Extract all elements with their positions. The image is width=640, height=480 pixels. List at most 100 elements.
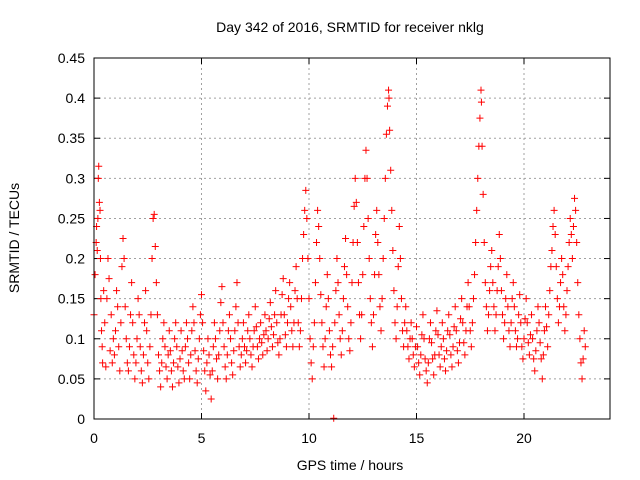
data-point xyxy=(213,355,221,363)
data-point xyxy=(182,319,190,327)
data-point xyxy=(191,347,199,355)
data-point xyxy=(163,375,171,383)
data-point xyxy=(263,347,271,355)
data-point xyxy=(146,343,154,351)
data-point xyxy=(122,335,130,343)
data-point xyxy=(243,347,251,355)
data-point xyxy=(425,335,433,343)
data-point xyxy=(495,230,503,238)
data-point xyxy=(426,319,434,327)
data-point xyxy=(309,343,317,351)
data-point xyxy=(360,222,368,230)
data-point xyxy=(250,327,258,335)
data-point xyxy=(216,327,224,335)
data-point xyxy=(435,351,443,359)
data-point xyxy=(267,323,275,331)
data-point xyxy=(385,86,393,94)
data-point xyxy=(158,359,166,367)
data-point xyxy=(214,375,222,383)
data-point xyxy=(566,214,574,222)
data-point xyxy=(528,311,536,319)
data-point xyxy=(511,327,519,335)
data-point xyxy=(479,190,487,198)
data-point xyxy=(91,271,99,279)
data-point xyxy=(460,339,468,347)
data-point xyxy=(206,371,214,379)
data-point xyxy=(95,162,103,170)
data-point xyxy=(221,363,229,371)
data-point xyxy=(377,327,385,335)
data-point xyxy=(325,327,333,335)
data-point xyxy=(265,315,273,323)
data-point xyxy=(159,335,167,343)
data-point xyxy=(272,287,280,295)
data-point xyxy=(576,335,584,343)
chart-title: Day 342 of 2016, SRMTID for receiver nkl… xyxy=(216,19,484,35)
data-point xyxy=(131,375,139,383)
data-point xyxy=(525,351,533,359)
data-point xyxy=(307,359,315,367)
data-point xyxy=(287,303,295,311)
data-point xyxy=(437,343,445,351)
data-point xyxy=(563,287,571,295)
data-point xyxy=(452,327,460,335)
data-point xyxy=(376,303,384,311)
data-point xyxy=(199,319,207,327)
data-point xyxy=(186,375,194,383)
data-point xyxy=(464,279,472,287)
data-point xyxy=(328,363,336,371)
data-point xyxy=(194,355,202,363)
data-point xyxy=(357,335,365,343)
data-point xyxy=(306,335,314,343)
y-tick-label: 0.3 xyxy=(66,170,86,186)
data-point xyxy=(256,335,264,343)
data-point xyxy=(118,263,126,271)
data-point xyxy=(344,303,352,311)
data-point xyxy=(577,359,585,367)
data-point xyxy=(310,319,318,327)
data-point xyxy=(137,367,145,375)
data-point xyxy=(115,343,123,351)
data-point xyxy=(141,319,149,327)
data-point xyxy=(461,351,469,359)
data-point xyxy=(121,303,129,311)
data-point xyxy=(245,311,253,319)
data-point xyxy=(132,359,140,367)
data-point xyxy=(372,230,380,238)
data-point xyxy=(490,303,498,311)
data-point xyxy=(337,351,345,359)
data-point xyxy=(157,383,165,391)
data-point xyxy=(487,263,495,271)
data-point xyxy=(568,255,576,263)
data-point xyxy=(254,355,262,363)
data-point xyxy=(219,319,227,327)
data-point xyxy=(358,311,366,319)
y-tick-label: 0.4 xyxy=(66,90,86,106)
data-point xyxy=(380,214,388,222)
data-point xyxy=(510,303,518,311)
data-point xyxy=(347,319,355,327)
data-point xyxy=(348,279,356,287)
data-point xyxy=(578,375,586,383)
data-point xyxy=(440,355,448,363)
data-point xyxy=(134,295,142,303)
data-point xyxy=(305,295,313,303)
data-point xyxy=(497,287,505,295)
data-point xyxy=(382,130,390,138)
data-point xyxy=(229,371,237,379)
data-point xyxy=(548,247,556,255)
y-tick-label: 0.2 xyxy=(66,251,86,267)
data-point xyxy=(294,319,302,327)
data-point xyxy=(236,363,244,371)
data-point xyxy=(562,311,570,319)
data-point xyxy=(449,343,457,351)
data-point xyxy=(185,359,193,367)
data-point xyxy=(296,327,304,335)
data-point xyxy=(392,335,400,343)
data-point xyxy=(496,255,504,263)
data-point xyxy=(237,351,245,359)
data-point xyxy=(339,295,347,303)
data-point xyxy=(156,367,164,375)
data-point xyxy=(397,295,405,303)
data-point xyxy=(232,303,240,311)
